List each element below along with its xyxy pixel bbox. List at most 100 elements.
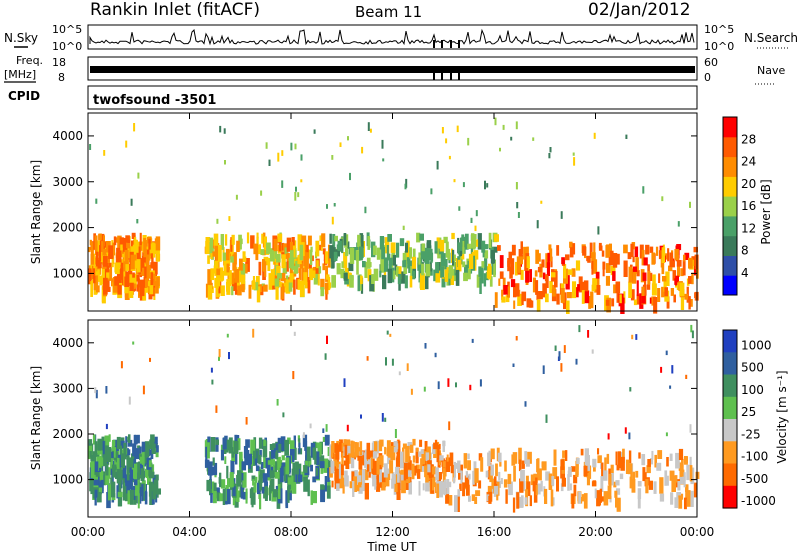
heatmap-cell (132, 273, 137, 288)
heatmap-cell (494, 234, 499, 242)
heatmap-cell (156, 488, 161, 495)
heatmap-cell (228, 352, 230, 360)
colorbar-tick-label: 20 (741, 177, 756, 191)
heatmap-cell (437, 476, 441, 483)
heatmap-cell (425, 470, 429, 483)
heatmap-cell (459, 483, 462, 491)
heatmap-cell (501, 296, 506, 303)
heatmap-cell (215, 439, 219, 445)
freq-panel-frame (87, 56, 698, 81)
heatmap-cell (558, 351, 561, 360)
heatmap-cell (313, 129, 316, 134)
heatmap-cell (396, 455, 401, 468)
heatmap-cell (251, 475, 256, 481)
heatmap-cell (373, 268, 379, 281)
heatmap-cell (571, 493, 575, 509)
heatmap-cell (507, 258, 511, 272)
heatmap-cell (412, 248, 416, 259)
heatmap-cell (505, 295, 510, 303)
heatmap-cell (427, 464, 431, 473)
heatmap-cell (371, 274, 375, 284)
heatmap-cell (312, 491, 317, 504)
heatmap-cell (285, 490, 288, 507)
heatmap-cell (573, 474, 578, 484)
heatmap-cell (242, 266, 245, 275)
heatmap-cell (513, 465, 516, 482)
power-yticks: 1000 2000 3000 4000 (52, 129, 697, 280)
colorbar-swatch (723, 275, 737, 296)
heatmap-cell (374, 441, 378, 452)
heatmap-cell (95, 198, 98, 204)
heatmap-cell (455, 382, 457, 388)
heatmap-cell (519, 478, 524, 493)
heatmap-cell (515, 336, 518, 341)
heatmap-cell (334, 235, 338, 242)
heatmap-cell (367, 122, 370, 131)
heatmap-cell (379, 236, 384, 250)
heatmap-cell (235, 484, 239, 495)
heatmap-cell (521, 297, 524, 306)
heatmap-cell (293, 265, 298, 274)
heatmap-cell (503, 479, 508, 488)
heatmap-cell (341, 261, 344, 268)
heatmap-cell (216, 268, 221, 278)
heatmap-cell (400, 271, 406, 284)
heatmap-cell (354, 442, 359, 458)
heatmap-cell (467, 137, 470, 146)
colorbar-tick-label: 4 (741, 266, 749, 280)
heatmap-cell (592, 278, 597, 290)
heatmap-cell (567, 269, 573, 275)
heatmap-cell (575, 358, 578, 365)
heatmap-cell (452, 249, 455, 266)
heatmap-cell (211, 481, 215, 495)
heatmap-cell (646, 284, 651, 290)
colorbar-swatch (723, 117, 737, 138)
heatmap-cell (228, 437, 233, 454)
heatmap-cell (234, 434, 238, 447)
noise-ytick-right-top: 10^5 (704, 23, 734, 36)
heatmap-cell (269, 444, 274, 450)
heatmap-cell (236, 490, 240, 502)
heatmap-cell (529, 300, 534, 308)
heatmap-cell (250, 492, 256, 505)
heatmap-cell (335, 249, 340, 257)
heatmap-cell (405, 242, 408, 253)
heatmap-cell (312, 447, 316, 460)
heatmap-cell (447, 378, 450, 387)
heatmap-cell (609, 495, 612, 503)
heatmap-cell (418, 270, 422, 283)
heatmap-cell (149, 357, 151, 362)
heatmap-cell (228, 270, 232, 286)
heatmap-cell (550, 489, 554, 507)
heatmap-cell (303, 465, 308, 473)
heatmap-cell (498, 471, 501, 481)
heatmap-cell (338, 464, 341, 479)
heatmap-cell (525, 459, 530, 467)
heatmap-cell (384, 417, 387, 422)
heatmap-cell (642, 186, 645, 194)
heatmap-cell (123, 442, 127, 460)
heatmap-cell (382, 274, 387, 290)
colorbar-tick-label: -100 (741, 450, 768, 464)
heatmap-cell (576, 457, 580, 465)
heatmap-cell (322, 248, 326, 255)
nave-label: Nave (757, 64, 785, 77)
heatmap-cell (369, 128, 372, 133)
heatmap-cell (568, 466, 572, 473)
heatmap-cell (391, 358, 394, 366)
heatmap-cell (320, 278, 325, 290)
heatmap-cell (271, 444, 276, 459)
heatmap-cell (260, 249, 265, 255)
heatmap-cell (380, 253, 384, 271)
heatmap-cell (245, 488, 248, 504)
date-label: 02/Jan/2012 (588, 0, 691, 20)
heatmap-cell (128, 286, 134, 298)
heatmap-cell (258, 437, 263, 449)
noise-ytick-top: 10^5 (52, 23, 82, 36)
heatmap-cell (591, 349, 594, 354)
heatmap-cell (488, 462, 492, 477)
heatmap-cell (386, 245, 389, 261)
heatmap-cell (560, 211, 563, 219)
heatmap-cell (308, 263, 312, 270)
heatmap-cell (565, 254, 570, 261)
